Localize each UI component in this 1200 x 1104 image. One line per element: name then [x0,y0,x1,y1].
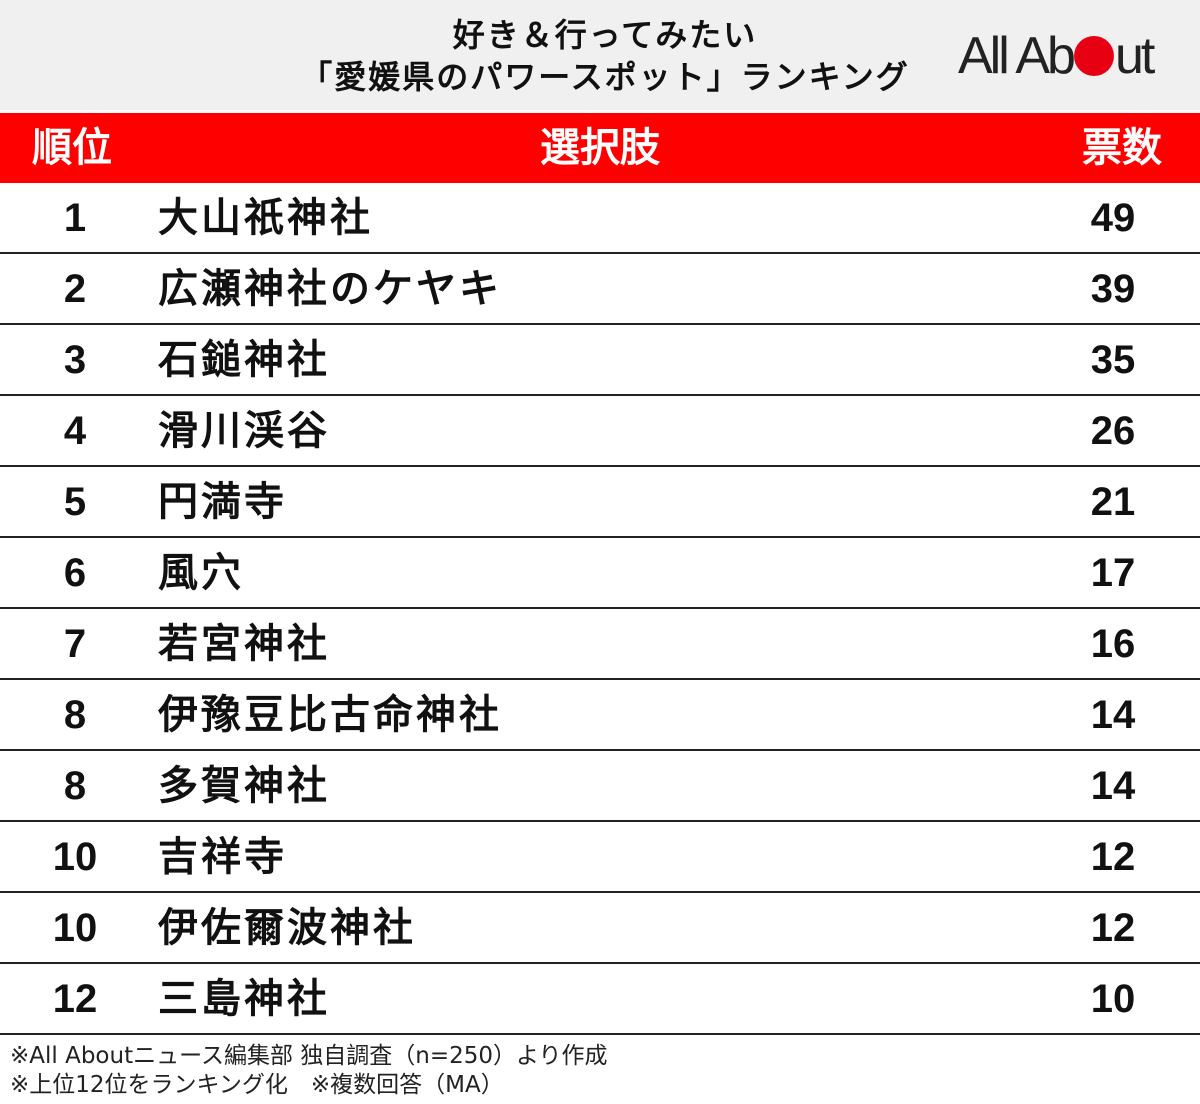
choice-cell: 風穴 [158,550,244,596]
votes-cell: 26 [1090,409,1136,453]
choice-cell: 伊豫豆比古命神社 [158,692,502,738]
rank-cell: 5 [63,480,87,524]
rank-cell: 7 [63,622,87,666]
table-row: 8 伊豫豆比古命神社 14 [0,680,1200,751]
choice-cell: 滑川渓谷 [158,408,330,454]
rank-cell: 10 [52,835,98,879]
table-row: 1 大山祇神社 49 [0,183,1200,254]
rank-cell: 10 [52,906,98,950]
rank-cell: 2 [63,267,87,311]
table-row: 8 多賀神社 14 [0,751,1200,822]
logo-red-dot [1073,36,1114,76]
votes-cell: 14 [1090,764,1136,808]
votes-cell: 12 [1090,906,1136,950]
votes-cell: 21 [1090,480,1136,524]
votes-cell: 39 [1090,267,1136,311]
table-row: 6 風穴 17 [0,538,1200,609]
choice-cell: 三島神社 [158,976,330,1022]
votes-cell: 49 [1090,196,1136,240]
rank-cell: 1 [63,196,87,240]
rank-cell: 8 [63,764,87,808]
choice-cell: 広瀬神社のケヤキ [158,266,502,312]
rank-cell: 6 [63,551,87,595]
votes-cell: 17 [1090,551,1136,595]
table-row: 4 滑川渓谷 26 [0,396,1200,467]
table-row: 12 三島神社 10 [0,964,1200,1035]
table-header: 順位 選択肢 票数 [0,113,1200,183]
column-header-rank: 順位 [32,125,112,171]
ranking-table-body: 1 大山祇神社 49 2 広瀬神社のケヤキ 39 3 石鎚神社 35 4 滑川渓谷 26 5 円満寺 21 6… [0,183,1200,1035]
choice-cell: 吉祥寺 [158,834,287,880]
table-row: 10 伊佐爾波神社 12 [0,893,1200,964]
choice-cell: 円満寺 [158,479,287,525]
footnote-method: ※上位12位をランキング化 ※複数回答（MA） [10,1072,504,1098]
choice-cell: 伊佐爾波神社 [158,905,416,951]
votes-cell: 12 [1090,835,1136,879]
chart-header: 好き＆行ってみたい 「愛媛県のパワースポット」ランキング All Ab ut [0,0,1200,110]
column-header-votes: 票数 [1082,125,1162,171]
title-line-1: 好き＆行ってみたい [452,16,758,54]
chart-title: 好き＆行ってみたい 「愛媛県のパワースポット」ランキング [200,14,1010,98]
table-row: 7 若宮神社 16 [0,609,1200,680]
title-line-2: 「愛媛県のパワースポット」ランキング [300,58,910,96]
footnote-source: ※All Aboutニュース編集部 独自調査（n=250）より作成 [10,1043,608,1069]
choice-cell: 大山祇神社 [158,195,373,241]
rank-cell: 12 [52,977,98,1021]
table-row: 10 吉祥寺 12 [0,822,1200,893]
allabout-logo: All Ab ut [958,27,1155,85]
choice-cell: 石鎚神社 [158,337,330,383]
votes-cell: 10 [1090,977,1136,1021]
rank-cell: 4 [63,409,87,453]
table-row: 3 石鎚神社 35 [0,325,1200,396]
table-row: 2 広瀬神社のケヤキ 39 [0,254,1200,325]
footnotes: ※All Aboutニュース編集部 独自調査（n=250）より作成 ※上位12位… [10,1042,608,1100]
choice-cell: 若宮神社 [158,621,330,667]
rank-cell: 3 [63,338,87,382]
column-header-choice: 選択肢 [540,125,660,171]
table-row: 5 円満寺 21 [0,467,1200,538]
votes-cell: 35 [1090,338,1136,382]
choice-cell: 多賀神社 [158,763,330,809]
rank-cell: 8 [63,693,87,737]
votes-cell: 14 [1090,693,1136,737]
votes-cell: 16 [1090,622,1136,666]
